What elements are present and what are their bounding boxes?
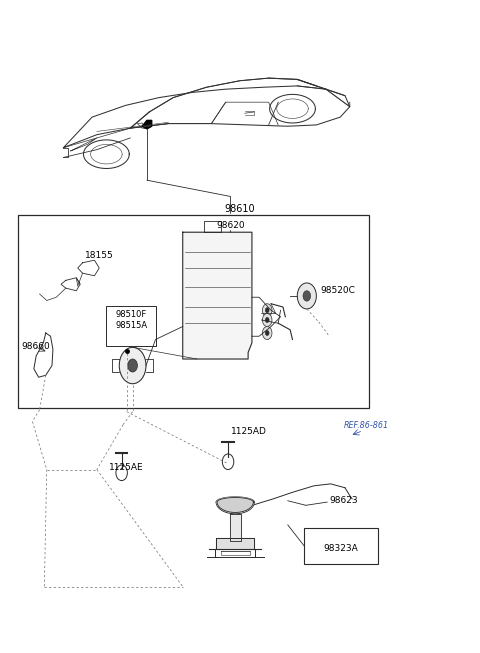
Text: 98515A: 98515A: [115, 321, 147, 330]
Circle shape: [297, 283, 316, 309]
Polygon shape: [216, 539, 254, 549]
Text: REF.86-861: REF.86-861: [344, 421, 389, 430]
Circle shape: [116, 465, 127, 481]
Text: 98660: 98660: [22, 342, 50, 351]
Circle shape: [263, 304, 272, 317]
Bar: [107, 306, 156, 346]
Text: 98623: 98623: [329, 496, 358, 505]
Text: 98620: 98620: [216, 221, 245, 231]
Text: 1125AD: 1125AD: [230, 427, 266, 436]
Text: 18155: 18155: [85, 251, 114, 260]
Bar: [18, 215, 369, 408]
Text: 98323A: 98323A: [324, 545, 359, 553]
Polygon shape: [183, 232, 252, 359]
Polygon shape: [142, 120, 152, 129]
Polygon shape: [229, 514, 241, 541]
Circle shape: [128, 359, 137, 372]
Circle shape: [222, 454, 234, 470]
Circle shape: [265, 317, 269, 323]
Circle shape: [265, 330, 269, 336]
Circle shape: [263, 313, 272, 326]
Circle shape: [265, 308, 269, 313]
Circle shape: [303, 291, 311, 301]
Bar: [304, 528, 378, 564]
Circle shape: [119, 347, 146, 384]
Text: 1125AE: 1125AE: [109, 463, 144, 472]
Polygon shape: [217, 498, 253, 513]
Circle shape: [263, 326, 272, 340]
Text: 98510F: 98510F: [116, 310, 147, 319]
Text: 98520C: 98520C: [320, 286, 355, 295]
Text: 98610: 98610: [225, 204, 255, 214]
